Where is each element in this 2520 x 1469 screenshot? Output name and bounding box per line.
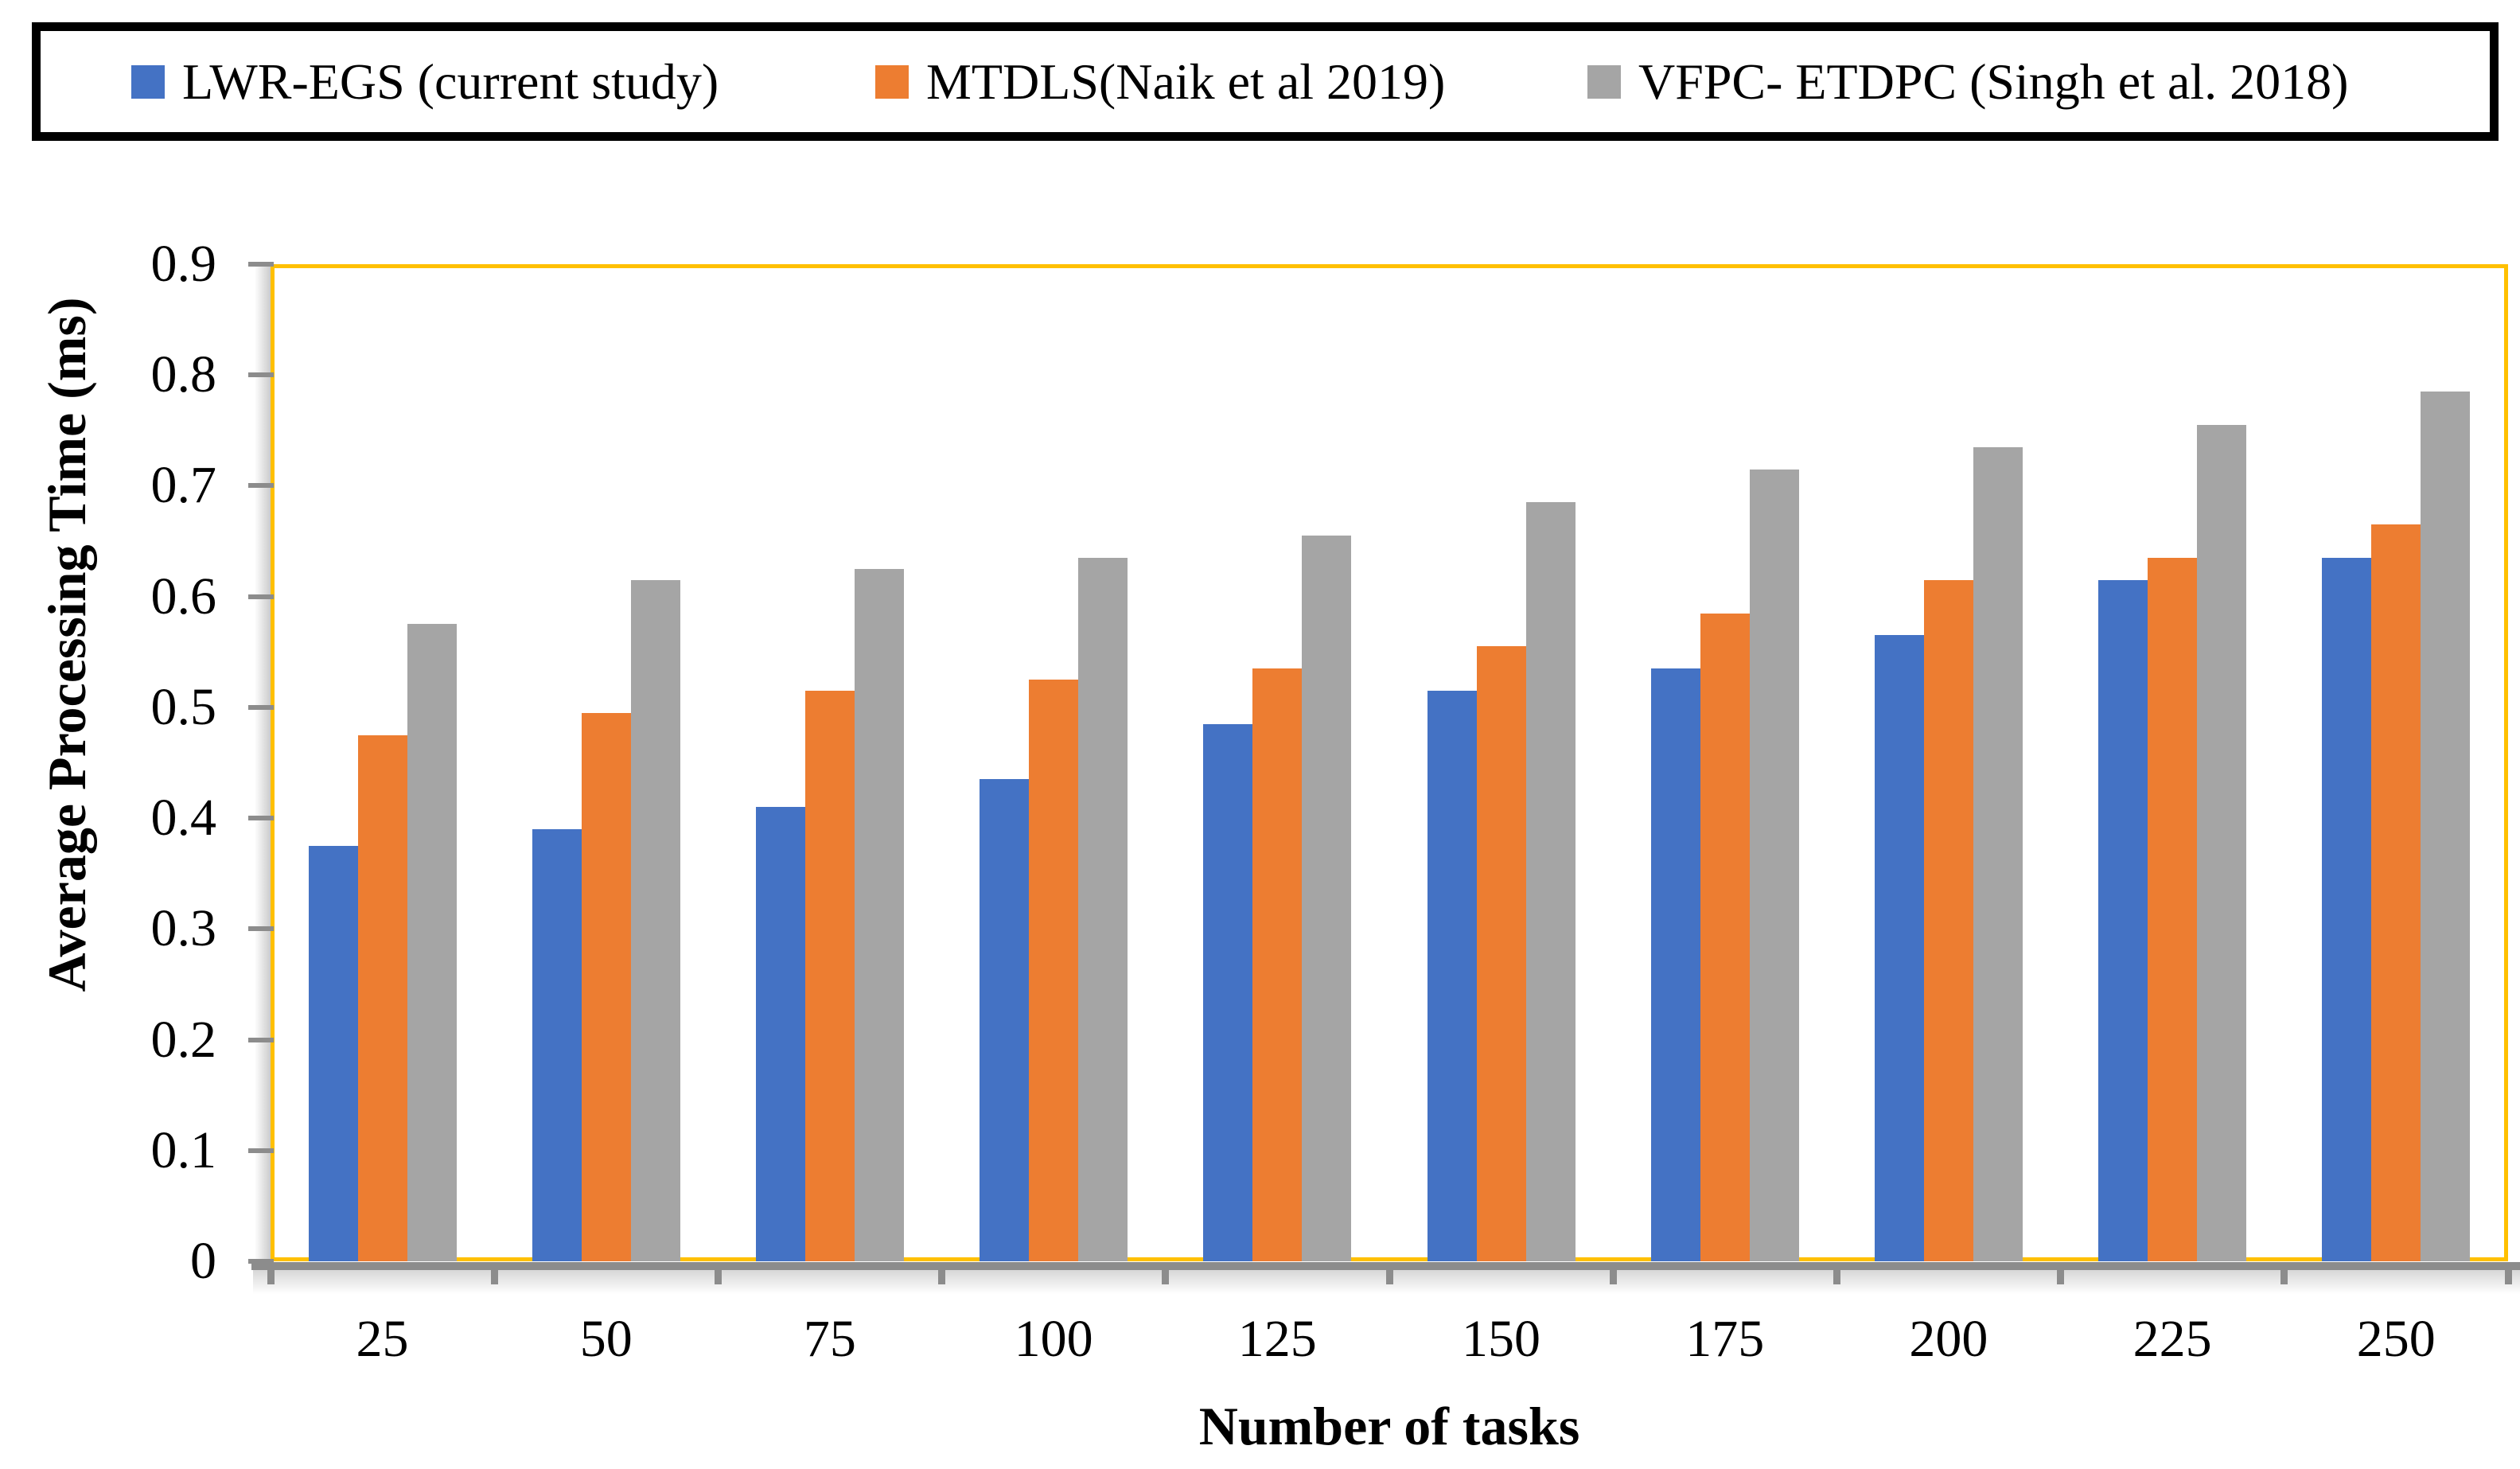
x-axis-tick [1385, 1262, 1393, 1284]
bar-lwr-egs-25 [308, 845, 358, 1261]
y-axis-tick-label: 0 [190, 1232, 216, 1290]
bar-lwr-egs-175 [1650, 668, 1700, 1261]
x-axis-tick [2057, 1262, 2065, 1284]
bar-mtdls(naik-25 [357, 734, 407, 1261]
y-axis-tick [248, 594, 274, 599]
y-axis-tick [248, 1037, 274, 1042]
x-axis-category-label: 50 [579, 1310, 633, 1368]
x-axis-tick [490, 1262, 498, 1284]
y-axis-tick [248, 1148, 274, 1153]
x-axis-tick [1833, 1262, 1840, 1284]
x-axis-tick [2280, 1262, 2288, 1284]
x-axis-category-label: 75 [803, 1310, 856, 1368]
bar-mtdls(naik-75 [805, 691, 855, 1261]
x-axis-tick [1609, 1262, 1617, 1284]
x-axis-category-label: 150 [1462, 1310, 1540, 1368]
bar-mtdls(naik-225 [2148, 557, 2198, 1261]
bar-mtdls(naik-100 [1029, 680, 1079, 1261]
y-axis-tick-label: 0.5 [150, 677, 217, 736]
bar-vfpc--200 [1973, 446, 2023, 1261]
y-axis-tick-label: 0.1 [150, 1120, 217, 1179]
y-axis-tick-label: 0.2 [150, 1010, 217, 1069]
bar-lwr-egs-75 [756, 807, 805, 1261]
legend-swatch-blue [131, 64, 165, 99]
x-axis-tick [938, 1262, 946, 1284]
x-axis-category-label: 25 [356, 1310, 409, 1368]
y-axis-tick-label: 0.4 [150, 789, 217, 848]
bar-vfpc--150 [1525, 502, 1575, 1261]
y-axis-tick [248, 372, 274, 378]
bar-vfpc--250 [2421, 392, 2471, 1261]
bar-mtdls(naik-175 [1700, 613, 1750, 1261]
x-axis-category-label: 225 [2132, 1310, 2212, 1368]
y-axis-tick-label: 0.6 [150, 567, 217, 625]
y-axis-tick [248, 483, 274, 489]
x-axis-tick [1162, 1262, 1170, 1284]
bar-lwr-egs-225 [2098, 579, 2148, 1261]
y-axis-tick [248, 262, 274, 267]
y-axis-tick [248, 704, 274, 710]
legend-entry-lwr-egs: LWR-EGS (current study) [131, 31, 719, 132]
legend-swatch-gray [1587, 64, 1621, 99]
x-axis-tick [267, 1262, 275, 1284]
x-axis-category-label: 175 [1685, 1310, 1765, 1368]
bar-mtdls(naik-150 [1476, 646, 1526, 1261]
bar-lwr-egs-100 [980, 779, 1030, 1261]
legend-label: VFPC- ETDPC (Singh et al. 2018) [1638, 53, 2349, 110]
bar-mtdls(naik-200 [1924, 579, 1973, 1261]
bar-vfpc--25 [407, 624, 457, 1261]
y-axis-title: Average Processing Time (ms) [37, 297, 97, 992]
bar-lwr-egs-250 [2322, 557, 2372, 1261]
bar-mtdls(naik-250 [2371, 524, 2421, 1261]
x-axis-tick [714, 1262, 722, 1284]
y-axis-tick-label: 0.9 [150, 235, 217, 293]
y-axis-tick [248, 1259, 274, 1264]
x-axis-category-label: 200 [1909, 1310, 1988, 1368]
bar-vfpc--75 [855, 568, 904, 1261]
x-axis-title: Number of tasks [1198, 1396, 1580, 1456]
x-axis-tick [2504, 1262, 2512, 1284]
legend-entry-mtdls: MTDLS(Naik et al 2019) [875, 31, 1445, 132]
bar-vfpc--50 [630, 579, 680, 1261]
bar-vfpc--100 [1078, 557, 1128, 1261]
y-axis-tick-label: 0.8 [150, 345, 217, 404]
legend-swatch-orange [875, 64, 909, 99]
bar-lwr-egs-125 [1203, 723, 1253, 1261]
y-axis-tick-label: 0.7 [150, 456, 217, 515]
legend: LWR-EGS (current study) MTDLS(Naik et al… [32, 22, 2499, 141]
plot-left-shadow [255, 264, 271, 1261]
bar-vfpc--175 [1749, 469, 1799, 1261]
bar-mtdls(naik-50 [581, 712, 631, 1261]
legend-label: MTDLS(Naik et al 2019) [926, 53, 1446, 110]
x-axis-category-label: 125 [1237, 1310, 1317, 1368]
bar-lwr-egs-200 [1875, 635, 1924, 1261]
bar-vfpc--225 [2197, 424, 2247, 1261]
y-axis-tick [248, 926, 274, 932]
bar-vfpc--125 [1302, 536, 1352, 1261]
y-axis-tick-label: 0.3 [150, 899, 217, 958]
legend-label: LWR-EGS (current study) [182, 53, 719, 110]
bar-lwr-egs-50 [532, 829, 582, 1261]
x-axis-category-label: 250 [2356, 1310, 2436, 1368]
bar-mtdls(naik-125 [1252, 668, 1303, 1261]
legend-entry-vfpc-etdpc: VFPC- ETDPC (Singh et al. 2018) [1587, 31, 2348, 132]
y-axis-tick [248, 816, 274, 821]
x-axis-category-label: 100 [1014, 1310, 1093, 1368]
bar-lwr-egs-150 [1427, 691, 1477, 1261]
